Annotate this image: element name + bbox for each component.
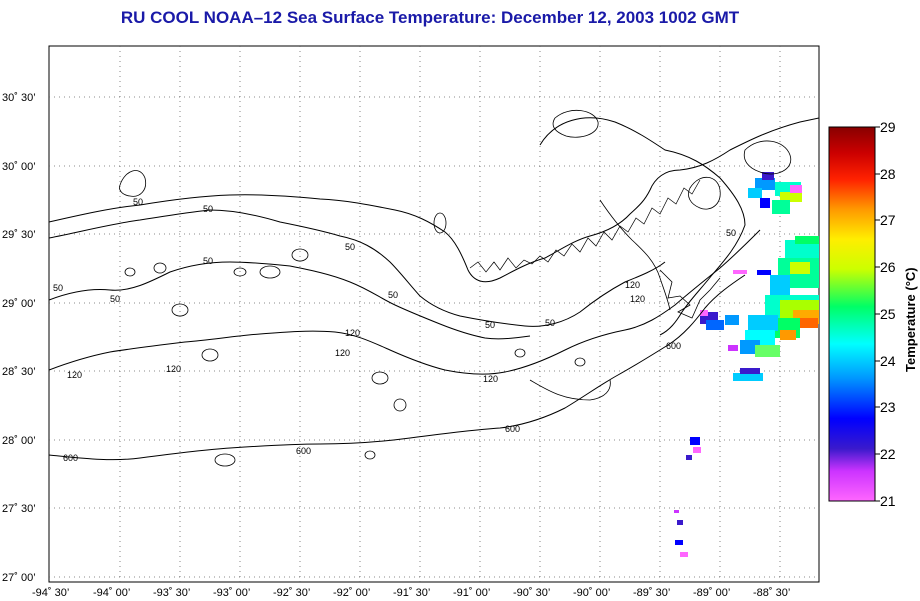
lat-label: 28˚ 30’ — [2, 366, 36, 378]
coastline — [49, 117, 819, 283]
lon-label: -91˚ 00’ — [453, 587, 490, 599]
svg-text:600: 600 — [505, 424, 520, 434]
svg-text:50: 50 — [133, 197, 143, 207]
sst-data-pixels — [674, 172, 819, 557]
colorbar-tick: 21 — [880, 493, 896, 509]
colorbar-tick: 28 — [880, 166, 896, 182]
lon-label: -92˚ 30’ — [273, 587, 310, 599]
lon-label: -88˚ 30’ — [753, 587, 790, 599]
latitude-labels: 30˚ 30’ 30˚ 00’ 29˚ 30’ 29˚ 00’ 28˚ 30’ … — [2, 92, 36, 584]
colorbar-tick: 26 — [880, 259, 896, 275]
longitude-labels: -94˚ 30’ -94˚ 00’ -93˚ 30’ -93˚ 00’ -92˚… — [32, 587, 790, 599]
svg-text:120: 120 — [166, 364, 181, 374]
svg-text:50: 50 — [726, 228, 736, 238]
svg-text:50: 50 — [485, 320, 495, 330]
lon-label: -93˚ 30’ — [153, 587, 190, 599]
svg-text:120: 120 — [345, 328, 360, 338]
isobath-120m — [49, 229, 761, 375]
lat-label: 30˚ 00’ — [2, 161, 36, 173]
colorbar-title: Temperature (°C) — [903, 267, 918, 372]
temperature-colorbar: 29 28 27 26 25 24 23 22 21 Temperature (… — [828, 119, 918, 509]
svg-text:50: 50 — [545, 318, 555, 328]
sabine-lake — [119, 170, 147, 197]
isobath-50m — [49, 209, 666, 327]
svg-text:120: 120 — [625, 280, 640, 290]
lake-borgne — [552, 109, 599, 138]
shelf-break — [529, 379, 611, 401]
svg-text:50: 50 — [203, 204, 213, 214]
colorbar-tick: 27 — [880, 212, 896, 228]
contour-loops — [124, 212, 586, 467]
colorbar-tick: 24 — [880, 353, 896, 369]
lat-label: 27˚ 00’ — [2, 572, 36, 584]
colorbar-tick: 23 — [880, 399, 896, 415]
lon-label: -91˚ 30’ — [393, 587, 430, 599]
bird-foot-delta — [659, 269, 721, 319]
colorbar-gradient — [828, 126, 876, 502]
colorbar-tick: 29 — [880, 119, 896, 135]
barataria-coast — [599, 199, 671, 311]
svg-text:120: 120 — [630, 294, 645, 304]
lat-label: 29˚ 00’ — [2, 298, 36, 310]
lat-label: 27˚ 30’ — [2, 503, 36, 515]
lat-label: 28˚ 00’ — [2, 435, 36, 447]
svg-text:50: 50 — [388, 290, 398, 300]
svg-text:600: 600 — [666, 341, 681, 351]
marsh-detail — [469, 179, 701, 273]
lon-label: -92˚ 00’ — [333, 587, 370, 599]
svg-text:600: 600 — [63, 453, 78, 463]
graticule — [49, 46, 819, 582]
svg-text:120: 120 — [483, 374, 498, 384]
svg-text:600: 600 — [296, 446, 311, 456]
lon-label: -90˚ 00’ — [573, 587, 610, 599]
svg-text:50: 50 — [203, 256, 213, 266]
colorbar-tick: 25 — [880, 306, 896, 322]
lon-label: -93˚ 00’ — [213, 587, 250, 599]
svg-text:50: 50 — [345, 242, 355, 252]
lon-label: -94˚ 00’ — [93, 587, 130, 599]
chandeleur-sound — [743, 140, 792, 175]
contour-labels: 50 50 50 50 50 50 50 50 50 50 120 120 12… — [53, 197, 736, 463]
lon-label: -89˚ 00’ — [693, 587, 730, 599]
isobath-600m — [49, 274, 746, 461]
lake-pontchartrain — [688, 176, 721, 210]
svg-text:120: 120 — [335, 348, 350, 358]
svg-text:50: 50 — [53, 283, 63, 293]
lon-label: -94˚ 30’ — [32, 587, 69, 599]
lon-label: -89˚ 30’ — [633, 587, 670, 599]
lat-label: 30˚ 30’ — [2, 92, 36, 104]
lon-label: -90˚ 30’ — [513, 587, 550, 599]
map-title: RU COOL NOAA–12 Sea Surface Temperature:… — [120, 8, 740, 27]
lat-label: 29˚ 30’ — [2, 229, 36, 241]
isobath-50m-outer — [49, 261, 531, 340]
svg-text:50: 50 — [110, 294, 120, 304]
colorbar-tick: 22 — [880, 446, 896, 462]
svg-text:120: 120 — [67, 370, 82, 380]
